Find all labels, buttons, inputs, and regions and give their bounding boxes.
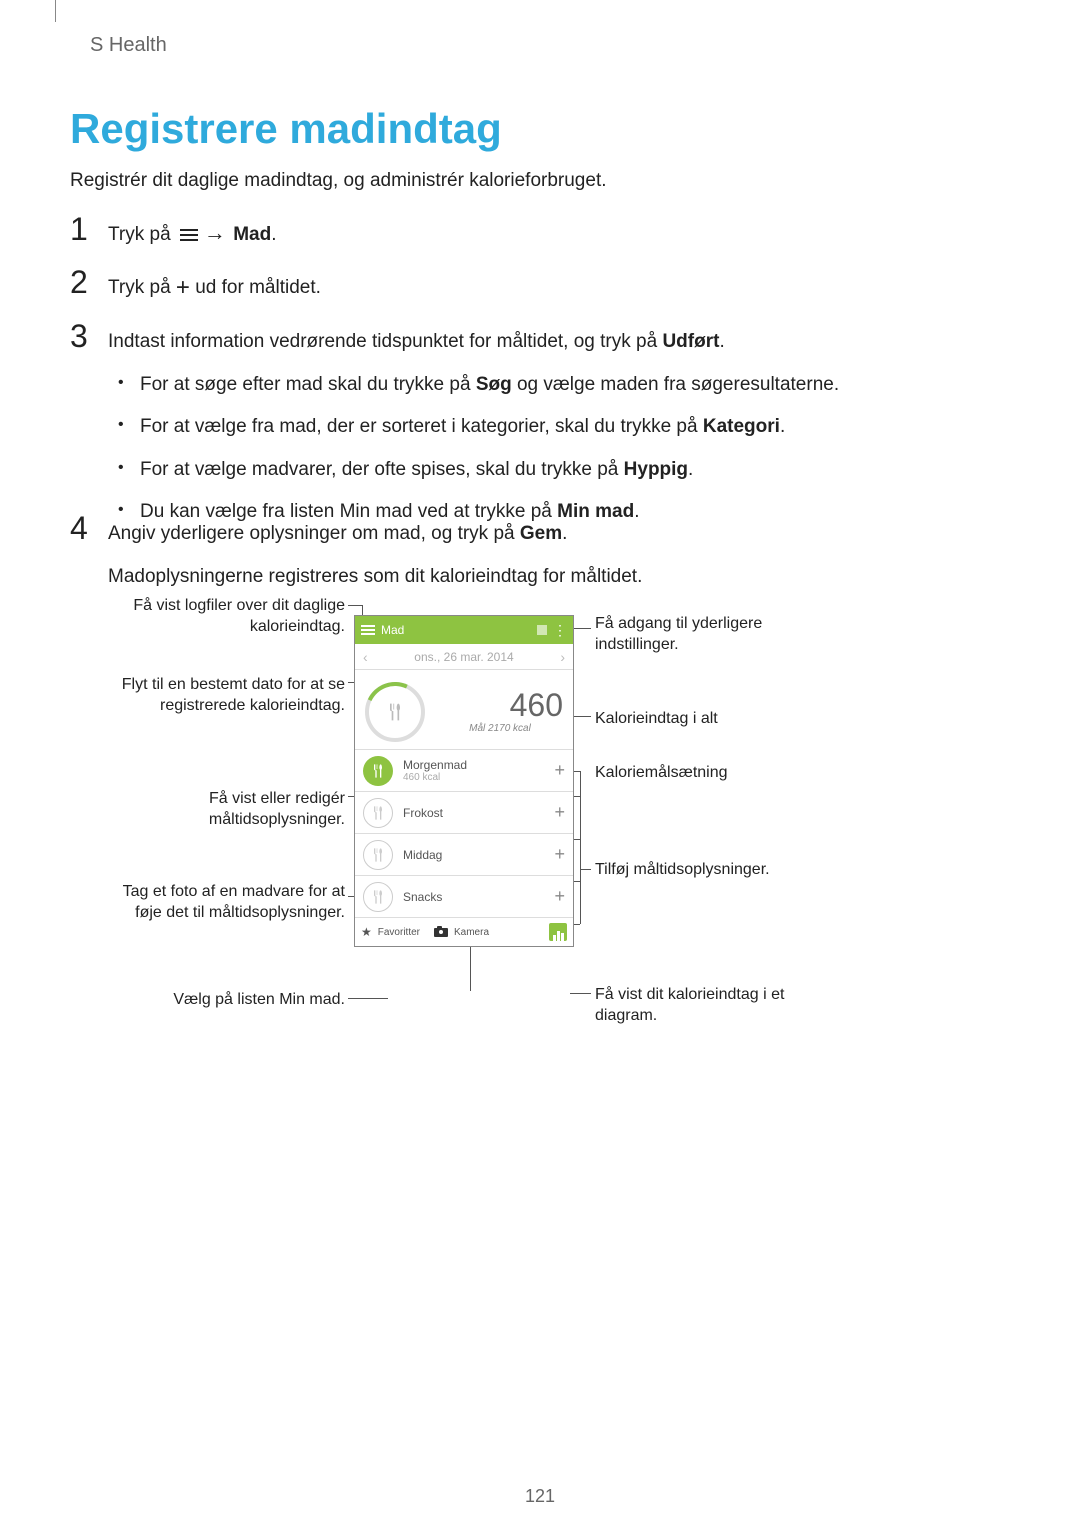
meal-row[interactable]: Frokost + — [355, 792, 573, 834]
camera-label[interactable]: Kamera — [454, 927, 489, 938]
meal-name: Frokost — [403, 806, 544, 820]
phone-screenshot: Mad ⋮ ‹ ons., 26 mar. 2014 › 460 Mål 217… — [354, 615, 574, 947]
meal-name: Snacks — [403, 890, 544, 904]
meal-row[interactable]: Middag + — [355, 834, 573, 876]
camera-icon[interactable] — [434, 928, 448, 937]
fork-knife-icon — [363, 882, 393, 912]
chevron-left-icon[interactable]: ‹ — [363, 649, 368, 665]
menu-icon — [180, 226, 198, 244]
meal-row[interactable]: Snacks + — [355, 876, 573, 918]
meal-name: Morgenmad460 kcal — [403, 758, 544, 783]
step-4: 4 Angiv yderligere oplysninger om mad, o… — [70, 510, 1010, 591]
step-body: Indtast information vedrørende tidspunkt… — [108, 328, 839, 541]
page-heading: Registrere madindtag — [70, 105, 502, 153]
step-2: 2 Tryk på + ud for måltidet. — [70, 264, 1010, 306]
decorative-margin-line — [55, 0, 56, 22]
progress-ring — [365, 682, 425, 742]
text: Tryk på — [108, 224, 176, 245]
calorie-goal: Mål 2170 kcal — [437, 723, 563, 734]
app-title: Mad — [381, 623, 531, 637]
bullet-item: For at vælge fra mad, der er sorteret i … — [108, 413, 839, 442]
meal-row[interactable]: Morgenmad460 kcal + — [355, 750, 573, 792]
step-1: 1 Tryk på → Mad. — [70, 211, 1010, 250]
fork-knife-icon — [363, 798, 393, 828]
star-icon[interactable]: ★ — [361, 925, 372, 939]
step-number: 1 — [70, 211, 108, 248]
callout-right: Få adgang til yderligere indstillinger. — [595, 614, 815, 656]
callout-left: Tag et foto af en madvare for at føje de… — [98, 882, 345, 924]
callout-left: Få vist logfiler over dit daglige kalori… — [115, 596, 345, 638]
menu-icon[interactable] — [361, 623, 375, 637]
fork-knife-icon — [369, 686, 421, 738]
bold: Mad — [233, 224, 271, 245]
callout-left: Få vist eller redigér måltidsoplysninger… — [175, 789, 345, 831]
step-body: Angiv yderligere oplysninger om mad, og … — [108, 520, 642, 591]
bottom-toolbar: ★ Favoritter Kamera — [355, 918, 573, 946]
date-label: ons., 26 mar. 2014 — [414, 650, 513, 664]
step-body: Tryk på + ud for måltidet. — [108, 270, 321, 306]
callout-right: Tilføj måltidsoplysninger. — [595, 860, 815, 881]
add-meal-button[interactable]: + — [554, 802, 565, 823]
add-meal-button[interactable]: + — [554, 760, 565, 781]
chevron-right-icon[interactable]: › — [560, 649, 565, 665]
step-body: Tryk på → Mad. — [108, 216, 276, 250]
step-3: 3 Indtast information vedrørende tidspun… — [70, 318, 1010, 541]
step-number: 2 — [70, 264, 108, 301]
bullet-item: For at søge efter mad skal du trykke på … — [108, 371, 839, 400]
callout-left: Flyt til en bestemt dato for at se regis… — [105, 675, 345, 717]
callout-right: Kaloriemålsætning — [595, 763, 795, 784]
arrow-icon: → — [204, 220, 226, 245]
chart-icon[interactable] — [549, 923, 567, 941]
calorie-summary: 460 Mål 2170 kcal — [355, 670, 573, 750]
bullet-list: For at søge efter mad skal du trykke på … — [108, 371, 839, 527]
page-number: 121 — [0, 1486, 1080, 1507]
fork-knife-icon — [363, 756, 393, 786]
meal-name: Middag — [403, 848, 544, 862]
add-meal-button[interactable]: + — [554, 886, 565, 907]
annotated-screenshot-diagram: Få vist logfiler over dit daglige kalori… — [70, 600, 1010, 1040]
gallery-icon[interactable] — [537, 625, 547, 635]
plus-icon: + — [176, 274, 190, 301]
calorie-total: 460 — [437, 689, 563, 721]
step-number: 4 — [70, 510, 108, 547]
date-navigator[interactable]: ‹ ons., 26 mar. 2014 › — [355, 644, 573, 670]
step-number: 3 — [70, 318, 108, 355]
callout-right: Kalorieindtag i alt — [595, 709, 795, 730]
app-section-header: S Health — [90, 34, 167, 57]
more-icon[interactable]: ⋮ — [553, 623, 567, 637]
callout-right: Få vist dit kalorieindtag i et diagram. — [595, 985, 845, 1027]
app-header: Mad ⋮ — [355, 616, 573, 644]
bullet-item: For at vælge madvarer, der ofte spises, … — [108, 456, 839, 485]
callout-left: Vælg på listen Min mad. — [145, 990, 345, 1011]
fork-knife-icon — [363, 840, 393, 870]
favorites-label[interactable]: Favoritter — [378, 927, 420, 938]
add-meal-button[interactable]: + — [554, 844, 565, 865]
intro-text: Registrér dit daglige madindtag, og admi… — [70, 170, 607, 192]
